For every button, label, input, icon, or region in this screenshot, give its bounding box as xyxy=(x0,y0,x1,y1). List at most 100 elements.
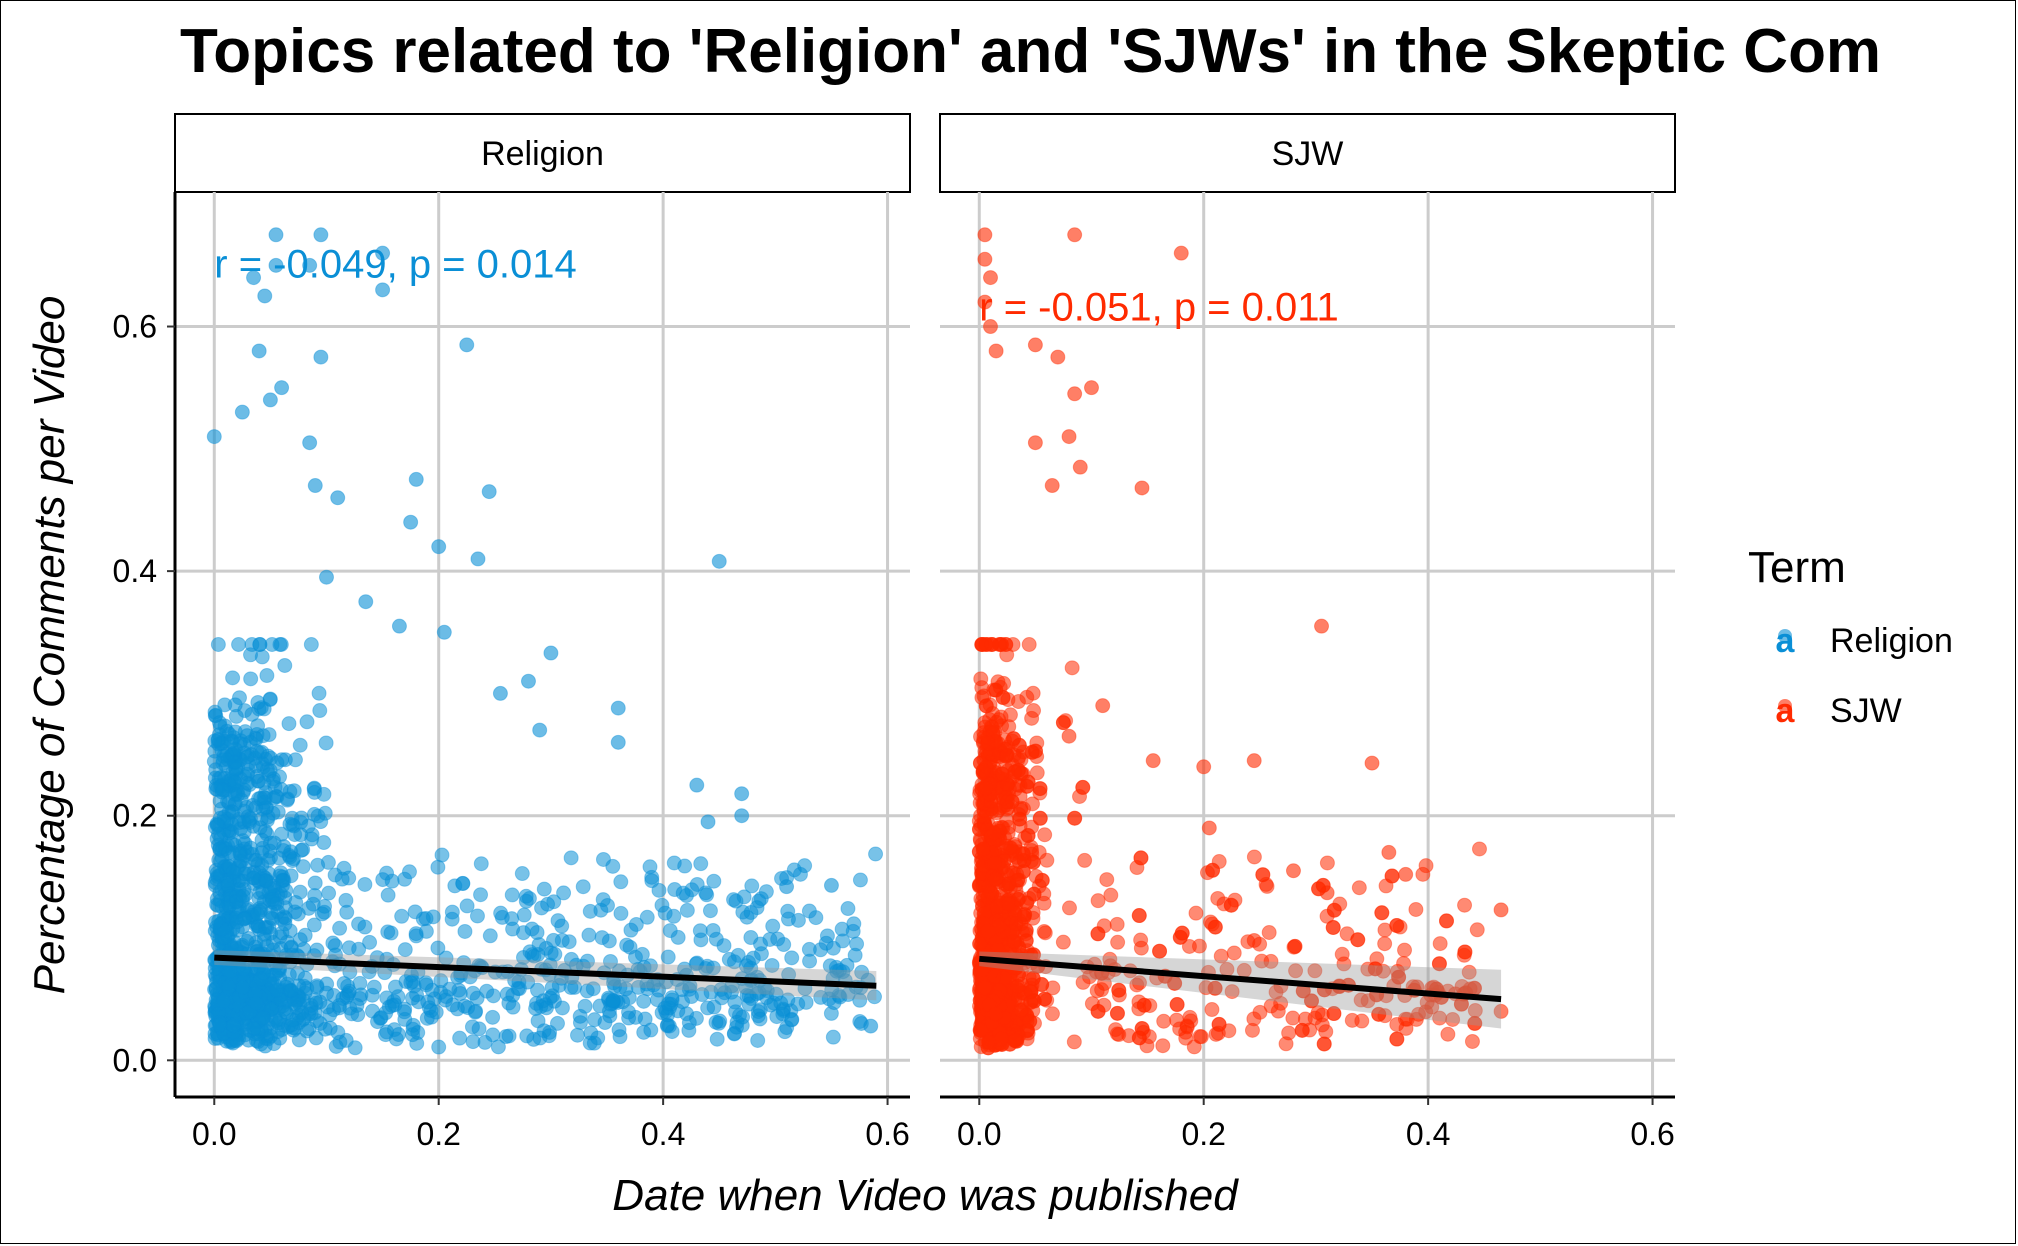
correlation-annotation: r = -0.051, p = 0.011 xyxy=(979,285,1339,329)
data-point xyxy=(209,865,225,881)
data-point xyxy=(250,718,266,734)
facet-strip xyxy=(174,113,911,193)
data-point xyxy=(307,887,323,903)
data-point xyxy=(270,1015,286,1031)
trend-line xyxy=(214,954,877,989)
data-point xyxy=(986,968,1002,984)
data-point xyxy=(303,637,319,652)
data-point xyxy=(587,1012,603,1028)
facet-sjw: SJW r = -0.051, p = 0.011 0.0 0.2 0.4 0.6 xyxy=(939,113,1676,1152)
facet-religion: Religion r = -0.049, p = 0.014 0.0 0.2 0.4 0.… xyxy=(173,113,911,1152)
data-point xyxy=(776,937,792,953)
data-point xyxy=(729,1014,745,1030)
data-point xyxy=(579,983,595,999)
data-point xyxy=(712,1013,728,1029)
data-point xyxy=(405,1027,421,1043)
x-tick-label: 0.4 xyxy=(1406,1116,1450,1152)
data-point xyxy=(274,380,290,396)
data-point xyxy=(980,923,996,939)
y-axis-ticks: 0.0 0.2 0.4 0.6 xyxy=(113,309,175,1078)
data-point xyxy=(317,1021,333,1037)
data-point xyxy=(1173,245,1189,261)
data-point xyxy=(216,993,232,1009)
data-point xyxy=(1028,743,1044,759)
data-point xyxy=(464,1019,480,1035)
data-point xyxy=(1285,1010,1301,1026)
data-point xyxy=(613,905,629,921)
data-point xyxy=(387,979,403,995)
data-point xyxy=(428,1004,444,1020)
data-point xyxy=(1036,923,1052,939)
data-point xyxy=(310,808,326,824)
data-point xyxy=(1110,934,1126,950)
data-point xyxy=(1067,386,1083,402)
data-point xyxy=(780,911,796,927)
data-point xyxy=(1364,755,1380,771)
data-point xyxy=(250,694,266,710)
data-point xyxy=(469,908,485,924)
data-point xyxy=(1325,920,1341,936)
data-point xyxy=(572,1008,588,1024)
data-point xyxy=(975,841,991,857)
data-point xyxy=(854,964,870,980)
data-point xyxy=(984,637,1000,652)
data-point xyxy=(1439,913,1455,929)
data-point xyxy=(1055,715,1071,731)
data-point xyxy=(234,404,250,420)
data-point xyxy=(336,976,352,992)
x-tick-label: 0.2 xyxy=(416,1116,460,1152)
data-point xyxy=(995,690,1011,706)
data-point xyxy=(1007,1032,1023,1048)
data-point xyxy=(1026,703,1042,719)
data-point xyxy=(1389,918,1405,934)
data-point xyxy=(636,993,652,1009)
data-point xyxy=(1020,828,1036,844)
data-point xyxy=(561,934,577,950)
legend-title: Term xyxy=(1748,543,1846,592)
data-point xyxy=(581,927,597,943)
data-point xyxy=(1145,753,1161,769)
data-point xyxy=(660,949,676,965)
data-point xyxy=(520,673,536,689)
data-point xyxy=(1134,480,1150,496)
data-point xyxy=(610,734,626,750)
data-point xyxy=(1287,938,1303,954)
data-point xyxy=(642,859,658,875)
data-point xyxy=(1002,840,1018,856)
data-point xyxy=(1131,1030,1147,1046)
data-point xyxy=(210,898,226,914)
data-point xyxy=(1155,1038,1171,1054)
data-point xyxy=(313,227,329,243)
data-point xyxy=(563,979,579,995)
data-point xyxy=(1090,893,1106,909)
data-point xyxy=(266,1036,282,1052)
data-point xyxy=(263,905,279,921)
data-point xyxy=(709,1031,725,1047)
data-point xyxy=(1471,841,1487,857)
data-point xyxy=(644,873,660,889)
data-point xyxy=(258,873,274,889)
data-point xyxy=(1246,849,1262,865)
data-point xyxy=(256,931,272,947)
data-point xyxy=(543,945,559,961)
data-point xyxy=(801,941,817,957)
y-tick-label: 0.0 xyxy=(113,1042,157,1078)
data-point xyxy=(981,1034,997,1050)
data-point xyxy=(1027,435,1043,451)
data-point xyxy=(988,343,1004,359)
data-point xyxy=(1193,1029,1209,1045)
data-point xyxy=(1493,902,1509,918)
data-point xyxy=(1350,932,1366,948)
data-point xyxy=(397,871,413,887)
data-point xyxy=(481,484,497,500)
data-point xyxy=(318,569,334,585)
x-tick-label: 0.2 xyxy=(1181,1116,1225,1152)
data-point xyxy=(1255,867,1271,883)
data-point xyxy=(1294,1022,1310,1038)
legend-label: SJW xyxy=(1830,692,1902,730)
data-point xyxy=(207,733,223,749)
data-point xyxy=(366,979,382,995)
data-point xyxy=(1095,698,1111,714)
data-point xyxy=(675,885,691,901)
